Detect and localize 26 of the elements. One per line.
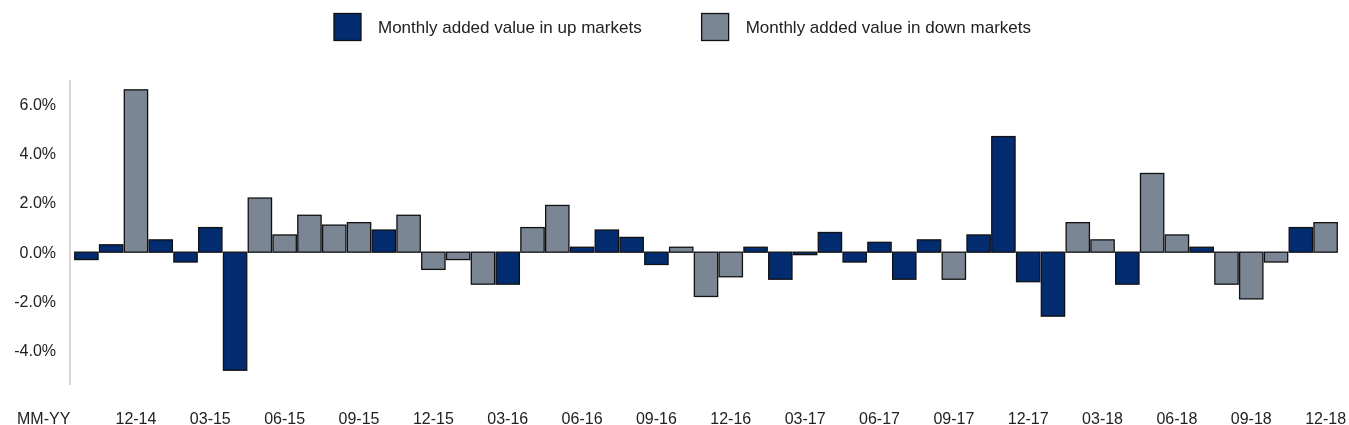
legend-label: Monthly added value in up markets xyxy=(377,17,642,37)
x-tick-label: 09-18 xyxy=(1230,409,1272,425)
x-axis-title: MM-YY xyxy=(17,409,71,425)
x-tick-label: 12-18 xyxy=(1305,409,1347,425)
x-tick-label: 06-18 xyxy=(1156,409,1198,425)
x-tick-label: 09-15 xyxy=(338,409,380,425)
x-tick-label: 09-17 xyxy=(933,409,975,425)
y-tick-label: -4.0% xyxy=(14,342,56,360)
x-tick-label: 09-16 xyxy=(635,409,677,425)
x-tick-label: 12-15 xyxy=(412,409,454,425)
y-tick-label: 0.0% xyxy=(19,243,56,261)
x-tick-label: 06-15 xyxy=(264,409,306,425)
x-tick-label: 12-14 xyxy=(115,409,157,425)
y-tick-label: 2.0% xyxy=(19,194,56,212)
y-tick-label: 6.0% xyxy=(19,96,56,114)
x-tick-label: 03-18 xyxy=(1082,409,1124,425)
x-tick-label: 06-17 xyxy=(859,409,901,425)
x-tick-label: 12-17 xyxy=(1007,409,1049,425)
y-tick-label: 4.0% xyxy=(19,145,56,163)
x-tick-label: 06-16 xyxy=(561,409,603,425)
x-tick-label: 03-15 xyxy=(189,409,231,425)
x-tick-label: 03-16 xyxy=(487,409,529,425)
x-tick-label: 03-17 xyxy=(784,409,826,425)
x-tick-label: 12-16 xyxy=(710,409,752,425)
y-tick-label: -2.0% xyxy=(14,292,56,310)
legend-label: Monthly added value in down markets xyxy=(745,17,1032,37)
